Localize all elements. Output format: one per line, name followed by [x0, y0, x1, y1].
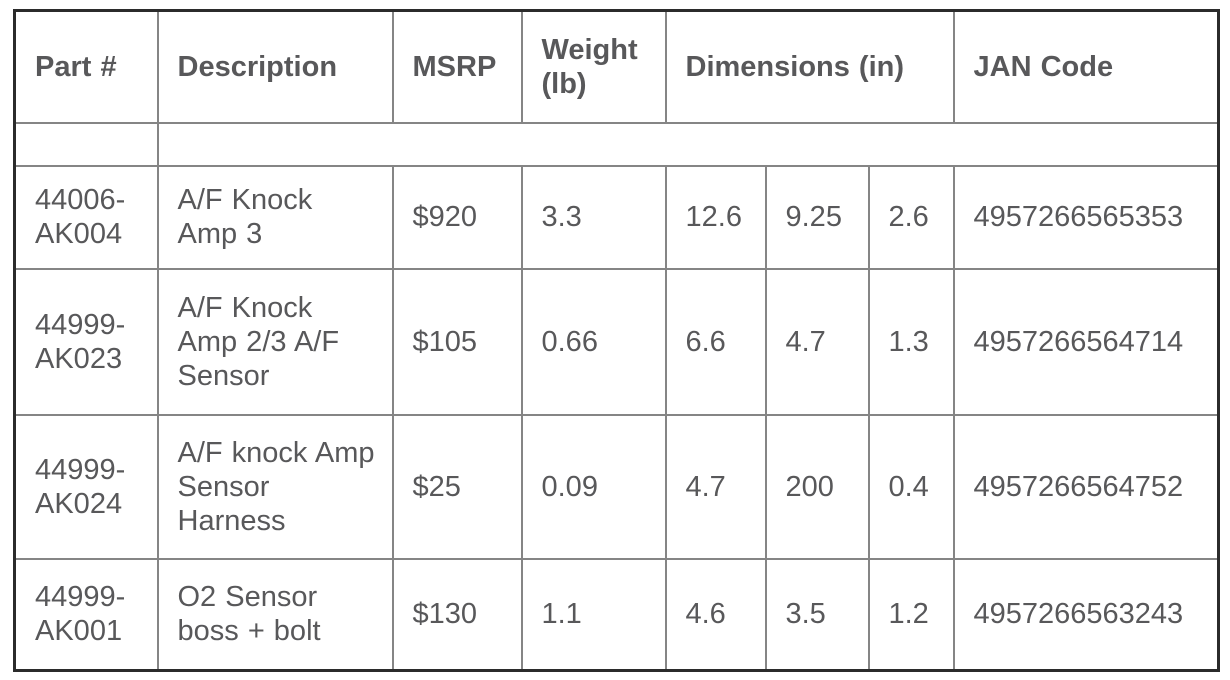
cell-description: A/F Knock Amp 3: [156, 164, 394, 270]
cell-jan: 4957266564714: [952, 267, 1220, 416]
spacer-row: [13, 121, 1220, 167]
empty-cell: [13, 121, 159, 167]
cell-dim-length: 4.7: [664, 413, 767, 560]
cell-weight: 0.09: [520, 413, 667, 560]
cell-dim-length: 6.6: [664, 267, 767, 416]
empty-cell-merged: [156, 121, 1220, 167]
cell-jan: 4957266563243: [952, 557, 1220, 672]
cell-description: A/F knock Amp Sensor Harness: [156, 413, 394, 560]
parts-table: Part # Description MSRP Weight (lb) Dime…: [13, 9, 1220, 672]
cell-msrp: $920: [391, 164, 523, 270]
table-row: 44999-AK024 A/F knock Amp Sensor Harness…: [13, 413, 1220, 560]
col-header-jan: JAN Code: [952, 9, 1220, 124]
cell-dim-height: 2.6: [867, 164, 955, 270]
cell-weight: 1.1: [520, 557, 667, 672]
cell-dim-height: 1.2: [867, 557, 955, 672]
cell-weight: 0.66: [520, 267, 667, 416]
table-row: 44999-AK001 O2 Sensor boss + bolt $130 1…: [13, 557, 1220, 672]
col-header-weight: Weight (lb): [520, 9, 667, 124]
cell-dim-width: 4.7: [764, 267, 870, 416]
cell-jan: 4957266565353: [952, 164, 1220, 270]
cell-description: A/F Knock Amp 2/3 A/F Sensor: [156, 267, 394, 416]
cell-dim-width: 9.25: [764, 164, 870, 270]
cell-part: 44999-AK024: [13, 413, 159, 560]
cell-dim-width: 3.5: [764, 557, 870, 672]
col-header-msrp: MSRP: [391, 9, 523, 124]
col-header-description: Description: [156, 9, 394, 124]
cell-part: 44006-AK004: [13, 164, 159, 270]
cell-weight: 3.3: [520, 164, 667, 270]
cell-dim-height: 0.4: [867, 413, 955, 560]
cell-dim-width: 200: [764, 413, 870, 560]
col-header-part: Part #: [13, 9, 159, 124]
cell-msrp: $105: [391, 267, 523, 416]
cell-msrp: $130: [391, 557, 523, 672]
table-row: 44006-AK004 A/F Knock Amp 3 $920 3.3 12.…: [13, 164, 1220, 270]
cell-msrp: $25: [391, 413, 523, 560]
col-header-dimensions: Dimensions (in): [664, 9, 955, 124]
cell-description: O2 Sensor boss + bolt: [156, 557, 394, 672]
cell-part: 44999-AK001: [13, 557, 159, 672]
cell-part: 44999-AK023: [13, 267, 159, 416]
cell-jan: 4957266564752: [952, 413, 1220, 560]
cell-dim-length: 12.6: [664, 164, 767, 270]
table-row: 44999-AK023 A/F Knock Amp 2/3 A/F Sensor…: [13, 267, 1220, 416]
table-header-row: Part # Description MSRP Weight (lb) Dime…: [13, 9, 1220, 124]
cell-dim-length: 4.6: [664, 557, 767, 672]
cell-dim-height: 1.3: [867, 267, 955, 416]
